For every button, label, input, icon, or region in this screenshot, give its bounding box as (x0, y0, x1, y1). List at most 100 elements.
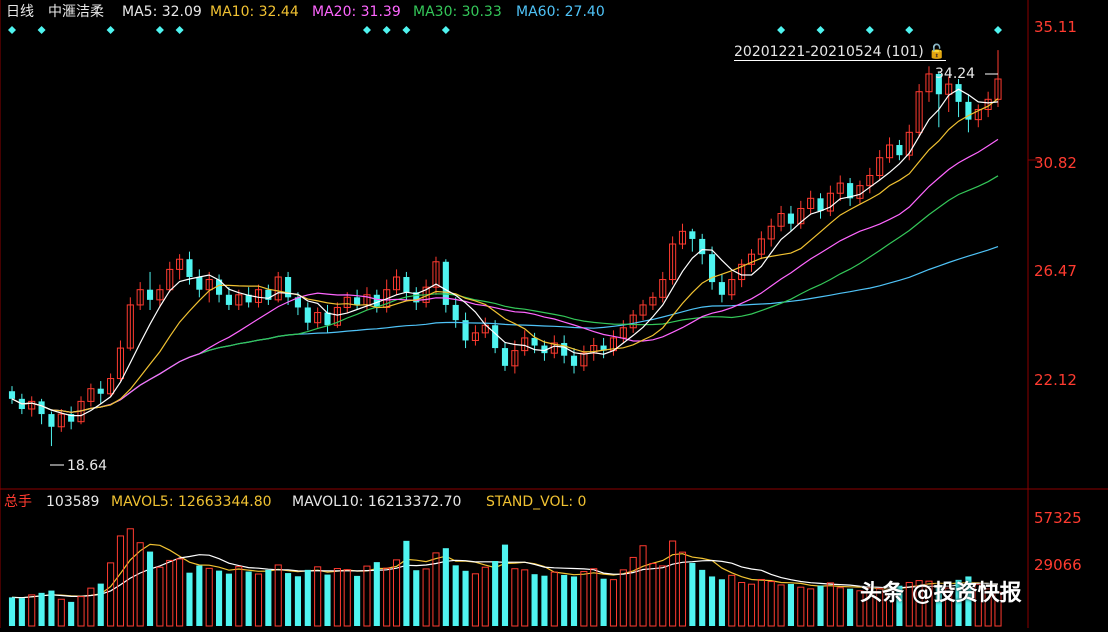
candle-body (413, 292, 420, 303)
price-axis-label: 26.47 (1034, 262, 1077, 280)
signal-diamond-icon (155, 26, 164, 34)
volume-bar (511, 568, 519, 627)
candle-body (699, 238, 706, 255)
signal-diamond-icon (865, 26, 874, 34)
candle-body (787, 213, 794, 224)
volume-bar (462, 570, 469, 626)
price-panel (8, 50, 1002, 447)
volume-bar (38, 592, 45, 626)
volume-bar (363, 565, 371, 627)
candle-body (28, 400, 36, 410)
ma60-line (11, 246, 999, 413)
volume-axis-label: 29066 (1034, 556, 1082, 574)
candle-body (48, 414, 55, 427)
price-axis-label: 22.12 (1034, 371, 1077, 389)
candle-body (817, 198, 824, 212)
range-label[interactable]: 20201221-20210524 (101) 🔓 (734, 44, 946, 61)
volume-bar (166, 559, 174, 627)
candle-body (561, 343, 568, 356)
candle-body (265, 289, 272, 300)
volume-bar (807, 588, 815, 627)
candle-body (8, 391, 16, 399)
volume-bar (896, 585, 903, 626)
candle-body (945, 83, 953, 95)
volume-bar (57, 598, 65, 627)
volume-total: 103589 (46, 494, 100, 510)
volume-bar (205, 567, 213, 627)
volume-bar (836, 587, 844, 627)
ma20-line (11, 138, 999, 413)
volume-bar (866, 587, 874, 627)
candle-body (925, 73, 933, 93)
period-label: 日线 (6, 4, 34, 20)
volume-bar (531, 574, 538, 626)
candle-body (392, 276, 401, 291)
volume-bar (709, 576, 716, 626)
candle-body (432, 261, 440, 288)
volume-bar (77, 596, 85, 627)
candle-body (836, 182, 844, 194)
volume-bar (826, 582, 834, 627)
candle-body (225, 294, 232, 305)
volume-bar (738, 581, 746, 627)
volume-bar (570, 576, 578, 626)
volume-bar (747, 583, 756, 627)
candle-body (501, 348, 509, 366)
volume-bar (146, 551, 154, 626)
volume-bar (343, 569, 351, 627)
ma10-label: MA10: 32.44 (210, 4, 299, 20)
signal-diamond-icon (441, 26, 450, 34)
volume-bar (777, 584, 785, 627)
volume-label: 总手 (4, 494, 32, 510)
volume-bar (935, 585, 942, 626)
volume-bar (432, 552, 440, 627)
volume-bar (905, 581, 913, 627)
volume-bar (955, 579, 962, 626)
signal-diamond-icon (362, 26, 371, 34)
candle-body (757, 238, 765, 255)
mavol5-label: MAVOL5: 12663344.80 (111, 494, 272, 510)
volume-bar (629, 556, 637, 627)
candle-body (442, 261, 449, 305)
candle-body (905, 131, 913, 156)
volume-bar (885, 589, 894, 627)
volume-bar (186, 572, 193, 626)
volume-bar (403, 540, 410, 626)
volume-axis-label: 57325 (1034, 509, 1082, 527)
volume-bar (757, 578, 765, 627)
candle-body (87, 388, 95, 402)
signal-diamond-icon (37, 26, 46, 34)
volume-bar (580, 571, 588, 627)
candle-body (511, 350, 519, 367)
volume-bar (925, 580, 933, 627)
candle-body (285, 277, 292, 298)
candle-body (896, 145, 903, 156)
volume-bar (452, 565, 459, 626)
candle-body (97, 388, 104, 394)
signal-diamond-icon (994, 26, 1002, 34)
candle-body (935, 73, 942, 95)
volume-bar (856, 590, 864, 627)
volume-bar (126, 528, 134, 627)
candle-body (915, 91, 923, 133)
volume-bar (314, 566, 322, 627)
stand-vol-label: STAND_VOL: 0 (486, 494, 587, 510)
signal-diamond-icon (905, 26, 914, 34)
volume-bar (550, 571, 558, 627)
candle-body (866, 174, 874, 187)
volume-bar (609, 579, 618, 627)
candle-body (807, 197, 815, 209)
volume-bar (847, 588, 854, 626)
mavol10-label: MAVOL10: 16213372.70 (292, 494, 462, 510)
volume-bar (797, 586, 805, 627)
volume-bar (196, 565, 203, 626)
candle-body (669, 243, 677, 281)
signal-diamond-icon (106, 26, 115, 34)
candle-body (471, 332, 479, 341)
volume-bar (678, 551, 687, 627)
candle-body (146, 289, 154, 300)
volume-bar (324, 574, 331, 626)
volume-bar (48, 590, 55, 626)
